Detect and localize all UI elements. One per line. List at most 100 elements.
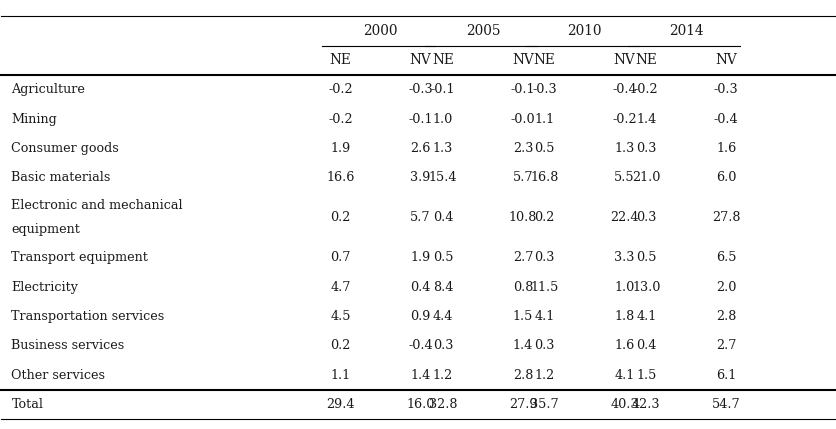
Text: 0.5: 0.5 <box>433 251 453 264</box>
Text: 1.6: 1.6 <box>716 142 737 155</box>
Text: 16.0: 16.0 <box>406 398 435 411</box>
Text: -0.2: -0.2 <box>612 112 637 126</box>
Text: 54.7: 54.7 <box>712 398 741 411</box>
Text: Consumer goods: Consumer goods <box>12 142 120 155</box>
Text: 3.9: 3.9 <box>410 171 431 184</box>
Text: -0.1: -0.1 <box>408 112 433 126</box>
Text: 0.8: 0.8 <box>512 281 533 293</box>
Text: 6.0: 6.0 <box>716 171 737 184</box>
Text: 21.0: 21.0 <box>632 171 660 184</box>
Text: -0.1: -0.1 <box>511 83 535 96</box>
Text: 16.6: 16.6 <box>326 171 354 184</box>
Text: 1.2: 1.2 <box>433 369 453 381</box>
Text: 2.0: 2.0 <box>716 281 737 293</box>
Text: NE: NE <box>432 53 454 67</box>
Text: 2.3: 2.3 <box>512 142 533 155</box>
Text: 1.3: 1.3 <box>433 142 453 155</box>
Text: 1.9: 1.9 <box>330 142 350 155</box>
Text: 1.4: 1.4 <box>636 112 656 126</box>
Text: 2014: 2014 <box>669 24 704 38</box>
Text: -0.1: -0.1 <box>431 83 456 96</box>
Text: -0.0: -0.0 <box>511 112 535 126</box>
Text: 1.2: 1.2 <box>534 369 555 381</box>
Text: 1.6: 1.6 <box>614 339 635 352</box>
Text: 11.5: 11.5 <box>531 281 558 293</box>
Text: 2.7: 2.7 <box>512 251 533 264</box>
Text: 5.5: 5.5 <box>614 171 635 184</box>
Text: 4.1: 4.1 <box>534 310 555 323</box>
Text: 2000: 2000 <box>364 24 398 38</box>
Text: Total: Total <box>12 398 43 411</box>
Text: 0.5: 0.5 <box>636 251 656 264</box>
Text: NV: NV <box>410 53 431 67</box>
Text: 3.3: 3.3 <box>614 251 635 264</box>
Text: NE: NE <box>635 53 657 67</box>
Text: 0.2: 0.2 <box>330 339 350 352</box>
Text: 1.3: 1.3 <box>614 142 635 155</box>
Text: 0.2: 0.2 <box>330 211 350 224</box>
Text: 27.9: 27.9 <box>509 398 538 411</box>
Text: 13.0: 13.0 <box>632 281 660 293</box>
Text: 10.8: 10.8 <box>509 211 538 224</box>
Text: 32.8: 32.8 <box>429 398 457 411</box>
Text: 16.8: 16.8 <box>531 171 558 184</box>
Text: 4.7: 4.7 <box>330 281 350 293</box>
Text: 4.4: 4.4 <box>433 310 453 323</box>
Text: Electronic and mechanical: Electronic and mechanical <box>12 199 183 212</box>
Text: 0.4: 0.4 <box>636 339 656 352</box>
Text: 6.1: 6.1 <box>716 369 737 381</box>
Text: Mining: Mining <box>12 112 57 126</box>
Text: -0.2: -0.2 <box>634 83 659 96</box>
Text: 27.8: 27.8 <box>712 211 741 224</box>
Text: equipment: equipment <box>12 224 80 236</box>
Text: -0.4: -0.4 <box>612 83 637 96</box>
Text: 0.7: 0.7 <box>330 251 350 264</box>
Text: 1.0: 1.0 <box>433 112 453 126</box>
Text: -0.3: -0.3 <box>714 83 738 96</box>
Text: NV: NV <box>614 53 635 67</box>
Text: 5.7: 5.7 <box>512 171 533 184</box>
Text: NE: NE <box>329 53 351 67</box>
Text: Other services: Other services <box>12 369 105 381</box>
Text: 2.8: 2.8 <box>716 310 737 323</box>
Text: Basic materials: Basic materials <box>12 171 110 184</box>
Text: Transportation services: Transportation services <box>12 310 165 323</box>
Text: NE: NE <box>533 53 556 67</box>
Text: Agriculture: Agriculture <box>12 83 85 96</box>
Text: 40.3: 40.3 <box>610 398 639 411</box>
Text: Business services: Business services <box>12 339 125 352</box>
Text: -0.4: -0.4 <box>408 339 433 352</box>
Text: 0.3: 0.3 <box>534 339 555 352</box>
Text: 4.1: 4.1 <box>614 369 635 381</box>
Text: 0.5: 0.5 <box>534 142 555 155</box>
Text: NV: NV <box>512 53 534 67</box>
Text: -0.3: -0.3 <box>533 83 557 96</box>
Text: 4.1: 4.1 <box>636 310 656 323</box>
Text: 29.4: 29.4 <box>326 398 354 411</box>
Text: 1.9: 1.9 <box>410 251 431 264</box>
Text: Transport equipment: Transport equipment <box>12 251 148 264</box>
Text: 5.7: 5.7 <box>410 211 431 224</box>
Text: 1.4: 1.4 <box>512 339 533 352</box>
Text: 2.7: 2.7 <box>716 339 737 352</box>
Text: 35.7: 35.7 <box>530 398 559 411</box>
Text: 0.3: 0.3 <box>433 339 453 352</box>
Text: 0.3: 0.3 <box>636 211 656 224</box>
Text: 1.5: 1.5 <box>512 310 533 323</box>
Text: 1.4: 1.4 <box>410 369 431 381</box>
Text: 1.1: 1.1 <box>534 112 555 126</box>
Text: -0.2: -0.2 <box>329 112 353 126</box>
Text: NV: NV <box>716 53 737 67</box>
Text: 0.4: 0.4 <box>433 211 453 224</box>
Text: 1.1: 1.1 <box>330 369 350 381</box>
Text: -0.2: -0.2 <box>329 83 353 96</box>
Text: 2005: 2005 <box>466 24 500 38</box>
Text: 0.3: 0.3 <box>636 142 656 155</box>
Text: 42.3: 42.3 <box>632 398 660 411</box>
Text: 4.5: 4.5 <box>330 310 351 323</box>
Text: 0.9: 0.9 <box>410 310 431 323</box>
Text: 2010: 2010 <box>568 24 602 38</box>
Text: 0.4: 0.4 <box>410 281 431 293</box>
Text: 15.4: 15.4 <box>429 171 457 184</box>
Text: 6.5: 6.5 <box>716 251 737 264</box>
